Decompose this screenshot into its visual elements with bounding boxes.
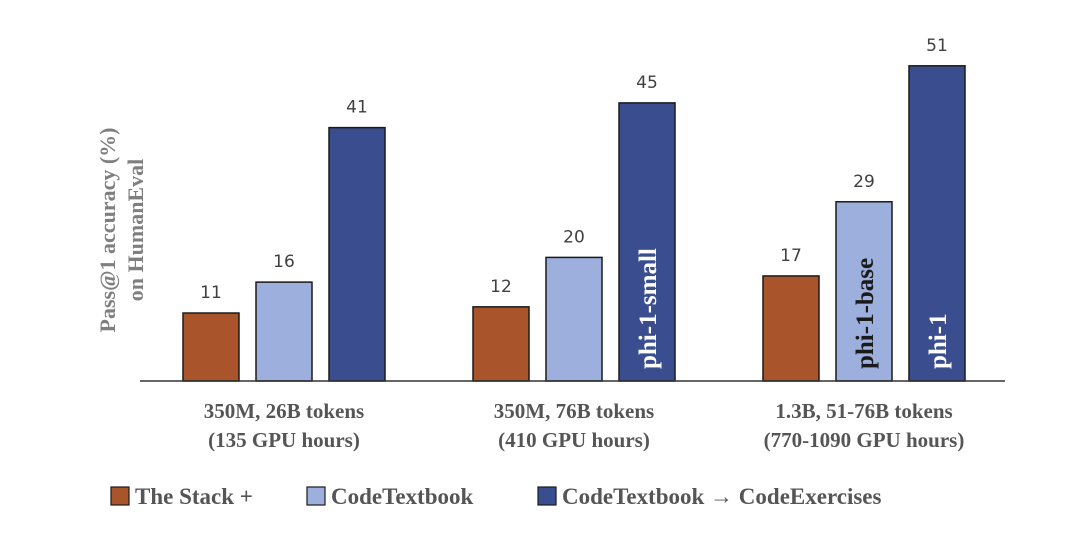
bar-series-1-cat-1 [545, 256, 603, 382]
bar-series-2-cat-0 [328, 126, 386, 382]
data-label-series-2-cat-1: 45 [636, 73, 658, 93]
legend-swatch-0 [110, 486, 130, 506]
data-label-series-0-cat-1: 12 [490, 277, 512, 297]
y-axis-label: Pass@1 accuracy (%) on HumanEval [95, 128, 148, 333]
bar-annotation-1: phi-1-base [852, 258, 879, 369]
category-labels: 350M, 26B tokens (135 GPU hours) 350M, 76B… [204, 399, 965, 452]
legend-label-2: CodeTextbook → CodeExercises [562, 484, 882, 509]
bar-annotations: phi-1-small phi-1-base phi-1 [635, 248, 952, 369]
data-label-series-2-cat-2: 51 [926, 36, 948, 56]
bar-series-2-cat-2 [908, 65, 966, 382]
legend-swatch-1 [306, 486, 326, 506]
data-label-series-0-cat-0: 11 [200, 283, 222, 303]
bar-annotation-0: phi-1-small [635, 248, 662, 369]
data-label-series-1-cat-1: 20 [563, 227, 585, 247]
data-label-series-1-cat-0: 16 [273, 252, 295, 272]
data-label-series-2-cat-0: 41 [346, 98, 368, 118]
x-tick-label-1-line-2: (410 GPU hours) [498, 428, 650, 452]
x-tick-label-0-line-2: (135 GPU hours) [208, 428, 360, 452]
bar-annotation-2: phi-1 [925, 313, 952, 369]
y-axis-label-line-2: on HumanEval [123, 159, 148, 301]
bar-series-0-cat-2 [762, 275, 820, 382]
x-tick-label-0-line-1: 350M, 26B tokens [204, 399, 364, 423]
bar-series-1-cat-2 [835, 201, 893, 382]
bar-series-2-cat-1 [618, 102, 676, 382]
legend-label-0: The Stack + [135, 484, 253, 509]
x-tick-label-2-line-1: 1.3B, 51-76B tokens [775, 399, 952, 423]
x-tick-label-1-line-1: 350M, 76B tokens [494, 399, 654, 423]
bars [182, 65, 966, 382]
value-labels: 11 12 17 16 20 29 41 45 51 [200, 36, 948, 303]
bar-series-1-cat-0 [255, 281, 313, 382]
data-label-series-1-cat-2: 29 [853, 172, 875, 192]
bar-series-0-cat-1 [472, 306, 530, 382]
legend-label-1: CodeTextbook [331, 484, 473, 509]
bar-series-0-cat-0 [182, 312, 240, 382]
data-label-series-0-cat-2: 17 [780, 246, 802, 266]
legend-swatch-2 [537, 486, 557, 506]
y-axis-label-line-1: Pass@1 accuracy (%) [95, 128, 120, 333]
legend: The Stack + CodeTextbook CodeTextbook → Co… [110, 484, 882, 509]
x-tick-label-2-line-2: (770-1090 GPU hours) [764, 428, 965, 452]
